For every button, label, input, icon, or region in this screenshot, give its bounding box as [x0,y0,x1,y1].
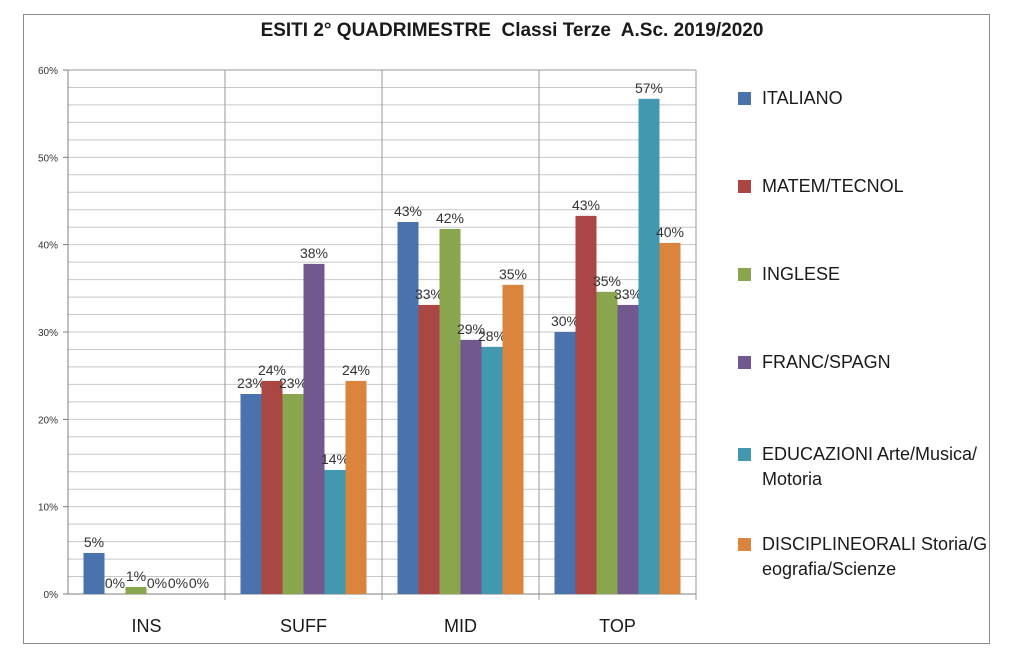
bar [418,304,440,594]
bar [240,394,262,594]
legend-swatch [738,92,751,105]
data-label: 0% [168,575,188,591]
y-tick-label: 30% [38,328,58,339]
y-tick-label: 50% [38,153,58,164]
bar [125,587,147,594]
data-label: 42% [436,210,464,226]
data-label: 0% [189,575,209,591]
legend-swatch [738,180,751,193]
data-label: 23% [237,375,265,391]
y-tick-label: 10% [38,503,58,514]
bar [460,339,482,594]
data-label: 24% [258,362,286,378]
legend-label: ITALIANO [762,88,843,108]
data-label: 57% [635,80,663,96]
data-label: 35% [593,273,621,289]
data-label: 0% [147,575,167,591]
data-label: 43% [572,197,600,213]
data-label: 43% [394,203,422,219]
data-label: 40% [656,224,684,240]
data-label: 28% [478,328,506,344]
bar [303,263,325,594]
legend-label: EDUCAZIONI Arte/Musica/Motoria [762,444,978,489]
data-label: 33% [415,286,443,302]
x-tick-label: TOP [599,616,636,636]
bar [397,221,419,594]
x-tick-label: INS [131,616,161,636]
bar [439,228,461,595]
legend-swatch [738,268,751,281]
data-label: 5% [84,534,104,550]
bar [596,291,618,594]
bar [324,469,346,594]
data-label: 35% [499,266,527,282]
legend-swatch [738,356,751,369]
bar [638,98,660,594]
legend-swatch [738,448,751,461]
data-label: 1% [126,568,146,584]
bar [617,304,639,594]
x-tick-label: MID [444,616,477,636]
bar [481,346,503,594]
bar [502,284,524,594]
y-tick-label: 40% [38,241,58,252]
legend-label: MATEM/TECNOL [762,176,904,196]
bar [345,380,367,594]
legend-label: FRANC/SPAGN [762,352,891,372]
data-label: 29% [457,321,485,337]
y-tick-label: 0% [44,590,59,601]
y-tick-label: 20% [38,415,58,426]
data-label: 23% [279,375,307,391]
bar [659,242,681,595]
bar [261,380,283,594]
bar [83,552,105,594]
chart-title: ESITI 2° QUADRIMESTRE Classi Terze A.Sc.… [260,20,764,41]
bar [554,332,576,594]
legend-label: DISCIPLINEORALI Storia/Geografia/Scienze [762,534,988,579]
bar [282,394,304,594]
x-tick-label: SUFF [280,616,327,636]
data-label: 14% [321,451,349,467]
data-label: 38% [300,245,328,261]
data-label: 0% [105,575,125,591]
data-label: 33% [614,286,642,302]
bar [575,215,597,594]
data-label: 24% [342,362,370,378]
data-label: 30% [551,313,579,329]
legend-label: INGLESE [762,264,841,284]
y-tick-label: 60% [38,66,58,77]
legend-swatch [738,538,751,551]
